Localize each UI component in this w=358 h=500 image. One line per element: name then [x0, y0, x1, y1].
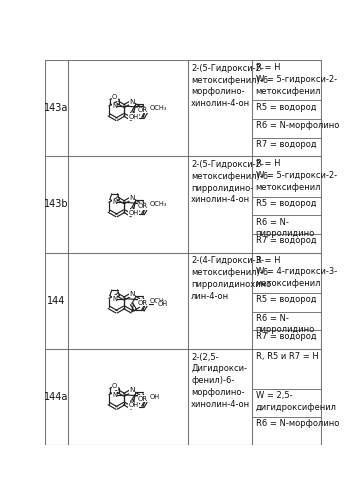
Text: OR: OR — [138, 396, 148, 402]
Text: O: O — [112, 383, 117, 389]
Text: R5 = водород: R5 = водород — [256, 199, 316, 208]
Text: R6 = N-
пирролидино: R6 = N- пирролидино — [256, 314, 315, 334]
Text: 144a: 144a — [44, 392, 69, 402]
Text: OH: OH — [129, 114, 139, 119]
Text: R6 = N-морфолино: R6 = N-морфолино — [256, 122, 339, 130]
Text: N: N — [129, 388, 135, 394]
Text: OR: OR — [138, 204, 148, 210]
Text: N: N — [112, 200, 117, 205]
Text: 2-(4-Гидрокси-3-
метоксифенил)-6-
пирролидинохино
лин-4-он: 2-(4-Гидрокси-3- метоксифенил)-6- пиррол… — [191, 256, 271, 300]
Text: R6 = N-
пирролидино: R6 = N- пирролидино — [256, 218, 315, 238]
Text: OCH₃: OCH₃ — [150, 298, 167, 304]
Text: O: O — [112, 94, 117, 100]
Text: 143b: 143b — [44, 200, 69, 209]
Text: OH: OH — [149, 394, 159, 400]
Text: N: N — [112, 296, 117, 302]
Text: R6 = N-морфолино: R6 = N-морфолино — [256, 420, 339, 428]
Text: R7 = водород: R7 = водород — [256, 140, 316, 149]
Text: 144: 144 — [47, 296, 66, 306]
Text: N: N — [129, 291, 135, 297]
Text: N: N — [112, 103, 117, 109]
Text: N: N — [112, 392, 117, 398]
Text: R, R5 и R7 = H: R, R5 и R7 = H — [256, 352, 318, 361]
Text: OH: OH — [129, 210, 139, 216]
Text: OH: OH — [158, 301, 168, 307]
Text: OCH₃: OCH₃ — [150, 105, 167, 111]
Text: 2-(5-Гидрокси-2-
метоксифенил)-6-
пирролидино-
хинолин-4-он: 2-(5-Гидрокси-2- метоксифенил)-6- пиррол… — [191, 160, 271, 204]
Text: R5 = водород: R5 = водород — [256, 295, 316, 304]
Text: R5 = водород: R5 = водород — [256, 102, 316, 112]
Text: 2-(5-Гидрокси-2-
метоксифенил)-6-
морфолино-
хинолин-4-он: 2-(5-Гидрокси-2- метоксифенил)-6- морфол… — [191, 64, 271, 108]
Text: N: N — [129, 195, 135, 201]
Text: OH: OH — [129, 402, 139, 408]
Text: R = H
W = 5-гидрокси-2-
метоксифенил: R = H W = 5-гидрокси-2- метоксифенил — [256, 63, 337, 96]
Text: OR: OR — [138, 300, 148, 306]
Text: OR: OR — [138, 107, 148, 113]
Text: N: N — [129, 98, 135, 104]
Text: 143a: 143a — [44, 103, 69, 113]
Text: R7 = водород: R7 = водород — [256, 236, 316, 245]
Text: OCH₃: OCH₃ — [150, 201, 167, 207]
Text: R = H
W = 4-гидрокси-3-
метоксифенил: R = H W = 4-гидрокси-3- метоксифенил — [256, 256, 337, 288]
Text: R7 = водород: R7 = водород — [256, 332, 316, 342]
Text: W = 2,5-
дигидроксифенил: W = 2,5- дигидроксифенил — [256, 392, 337, 411]
Text: 2-(2,5-
Дигидрокси-
фенил)-6-
морфолино-
хинолин-4-он: 2-(2,5- Дигидрокси- фенил)-6- морфолино-… — [191, 352, 250, 409]
Text: R = H
W = 5-гидрокси-2-
метоксифенил: R = H W = 5-гидрокси-2- метоксифенил — [256, 160, 337, 192]
